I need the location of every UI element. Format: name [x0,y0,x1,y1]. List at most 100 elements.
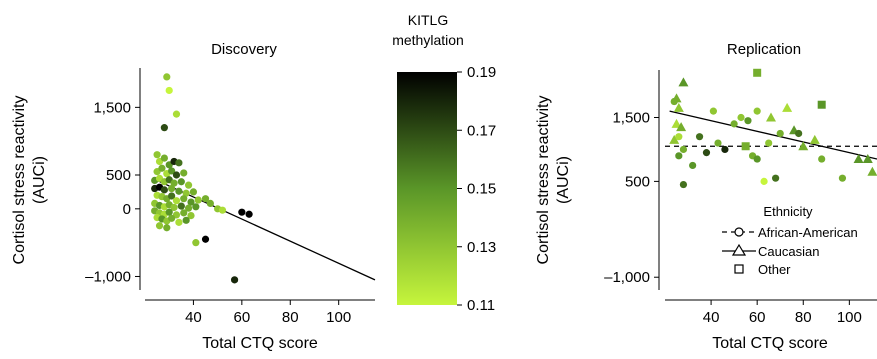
data-point [170,203,178,212]
data-point [206,199,214,208]
data-point-triangle [673,102,684,112]
data-point [689,161,697,170]
legend-label-caucasian: Caucasian [758,244,819,259]
data-point [201,195,210,203]
data-point [165,86,173,95]
data-point [189,188,198,196]
replication-y-label-line1: Cortisol stress reactivity [535,96,552,265]
legend-label-african-american: African-American [758,225,858,240]
discovery-y-label-line1: Cortisol stress reactivity [11,96,28,265]
discovery-y-ticks: 1,500 500 0 –1,000 [85,99,140,285]
data-point [230,276,239,284]
x-tick-label: 40 [703,309,720,326]
legend-circle-icon [734,227,744,237]
replication-regression [669,110,877,160]
data-point [175,187,183,195]
legend-item-african-american: African-American [722,225,858,240]
data-point [714,139,722,147]
data-point [753,155,761,163]
legend-item-other: Other [734,262,791,277]
data-point-triangle [798,141,809,151]
data-point [245,210,253,218]
data-point-triangle [853,154,864,164]
replication-x-ticks: 40 60 80 100 [703,300,862,326]
data-point [753,107,761,115]
data-point [838,174,847,182]
data-point [744,117,752,125]
colorbar-tick-label: 0.17 [467,122,496,139]
ethnicity-legend: Ethnicity African-American Caucasian Oth… [722,204,858,277]
discovery-axes [139,68,375,301]
discovery-panel: Discovery 1,500 500 0 –1,000 40 60 80 100 Tota… [11,41,376,352]
data-point [795,129,803,138]
data-point [702,149,711,157]
replication-y-label-line2: (AUCi) [555,156,572,204]
data-point [168,167,176,175]
colorbar-ticks: 0.19 0.17 0.15 0.13 0.11 [457,64,496,314]
data-point [184,204,193,212]
data-point [695,133,704,141]
data-point [675,152,683,160]
discovery-regression [156,179,376,281]
data-point [218,206,227,214]
data-point-triangle [676,122,687,132]
data-point-triangle [766,112,776,122]
colorbar-tick-label: 0.19 [467,64,496,81]
data-point [187,198,195,206]
data-point-triangle [671,118,682,128]
discovery-points [151,73,253,284]
data-point [679,180,688,189]
colorbar-tick-label: 0.13 [467,239,496,256]
discovery-title: Discovery [211,41,277,58]
data-point-triangle [867,166,877,176]
replication-x-label: Total CTQ score [712,335,828,352]
data-point [182,189,190,197]
replication-y-ticks: 1,500 500 –1,000 [604,110,659,286]
replication-title: Replication [727,41,801,58]
data-point [160,124,168,132]
y-tick-label: 0 [123,201,131,218]
data-point [153,151,161,159]
regression-line [669,110,877,160]
data-point [760,177,768,185]
data-point [160,186,168,194]
data-point [172,110,181,118]
data-point [160,154,168,162]
data-point [182,216,190,224]
data-point [175,159,183,167]
x-tick-label: 100 [837,309,862,326]
data-point [165,208,173,216]
data-point [721,145,729,154]
data-point [180,195,188,203]
data-point [177,202,185,210]
y-tick-label: –1,000 [85,268,131,285]
replication-panel: Replication 1,500 500 –1,000 40 60 80 100 Tot… [535,41,877,352]
data-point [180,209,188,217]
discovery-y-label-line2: (AUCi) [31,156,48,204]
y-tick-label: 1,500 [612,110,650,127]
x-tick-label: 60 [233,309,250,326]
data-point [765,139,773,147]
colorbar-gradient [397,72,457,305]
data-point-triangle [678,77,689,87]
data-point [163,224,171,232]
x-tick-label: 80 [795,309,812,326]
data-point [670,97,678,106]
legend-square-icon [734,264,744,274]
y-tick-label: 500 [625,173,650,190]
data-point [172,171,181,179]
legend-item-caucasian: Caucasian [722,243,819,259]
data-point-square [753,68,762,77]
colorbar-tick-label: 0.11 [467,297,495,314]
colorbar: KITLG methylation 0.19 0.17 0.15 0.13 0.11 [392,12,496,314]
data-point [238,208,246,216]
data-point [675,133,683,141]
y-tick-label: –1,000 [604,269,650,286]
y-tick-label: 500 [106,167,131,184]
data-point [177,178,185,186]
x-tick-label: 40 [185,309,202,326]
data-point-triangle [782,102,793,112]
data-point-triangle [669,134,680,144]
legend-triangle-icon [731,243,747,256]
